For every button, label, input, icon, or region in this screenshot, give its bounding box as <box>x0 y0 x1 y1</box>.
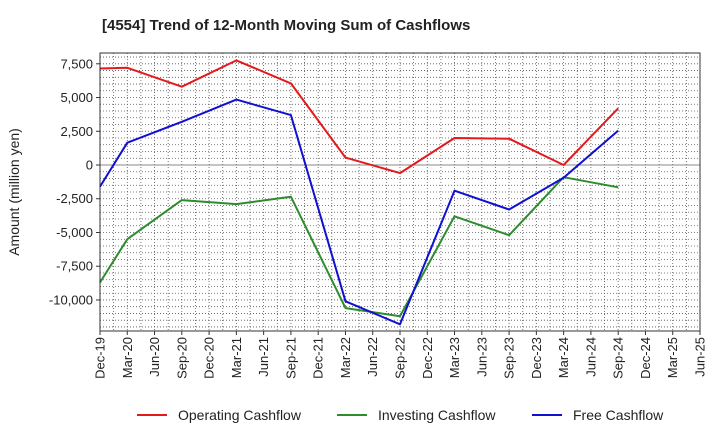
y-tick-label: 2,500 <box>60 124 93 139</box>
legend-label: Operating Cashflow <box>178 407 302 423</box>
x-tick-label: Jun-23 <box>474 337 489 377</box>
x-tick-label: Sep-23 <box>502 337 517 379</box>
x-tick-label: Dec-24 <box>638 337 653 379</box>
y-tick-label: -7,500 <box>56 259 93 274</box>
y-tick-label: -5,000 <box>56 225 93 240</box>
y-tick-label: -2,500 <box>56 191 93 206</box>
x-tick-label: Dec-21 <box>311 337 326 379</box>
series-line-investing-cashflow <box>99 176 619 318</box>
y-tick-label: -10,000 <box>49 292 93 307</box>
x-tick-label: Dec-23 <box>529 337 544 379</box>
x-tick-label: Dec-19 <box>93 337 108 379</box>
x-tick-label: Sep-24 <box>611 337 626 379</box>
series-line-operating-cashflow <box>99 59 619 175</box>
series-lines <box>99 59 619 326</box>
grid <box>100 53 700 331</box>
x-tick-label: Mar-25 <box>665 337 680 378</box>
legend: Operating Cashflow Investing Cashflow Free… <box>137 407 664 423</box>
x-tick-label: Sep-20 <box>174 337 189 379</box>
chart-title: [4554] Trend of 12-Month Moving Sum of C… <box>102 17 470 34</box>
x-tick-label: Mar-22 <box>338 337 353 378</box>
x-tick-label: Mar-23 <box>447 337 462 378</box>
y-tick-label: 0 <box>86 158 93 173</box>
y-tick-label: 5,000 <box>60 90 93 105</box>
x-tick-label: Mar-21 <box>229 337 244 378</box>
y-axis-label: Amount (million yen) <box>6 128 22 256</box>
x-tick-label: Jun-21 <box>256 337 271 377</box>
legend-label: Free Cashflow <box>573 407 664 423</box>
y-tick-label: 7,500 <box>60 56 93 71</box>
x-tick-label: Sep-22 <box>393 337 408 379</box>
series-line-free-cashflow <box>99 98 619 326</box>
x-tick-label: Sep-21 <box>283 337 298 379</box>
y-axis-ticks: 7,500 5,000 2,500 0 -2,500 -5,000 -7,500 -10,00… <box>49 56 100 307</box>
x-tick-label: Mar-20 <box>120 337 135 378</box>
x-tick-label: Jun-22 <box>365 337 380 377</box>
x-tick-label: Jun-20 <box>147 337 162 377</box>
legend-label: Investing Cashflow <box>378 407 496 423</box>
x-axis-ticks: Dec-19 Mar-20 Jun-20 Sep-20 Dec-20 Mar-21 Jun-… <box>93 331 708 379</box>
x-tick-label: Mar-24 <box>556 337 571 378</box>
x-tick-label: Dec-22 <box>420 337 435 379</box>
x-tick-label: Jun-24 <box>583 337 598 377</box>
x-tick-label: Dec-20 <box>202 337 217 379</box>
x-tick-label: Jun-25 <box>693 337 708 377</box>
